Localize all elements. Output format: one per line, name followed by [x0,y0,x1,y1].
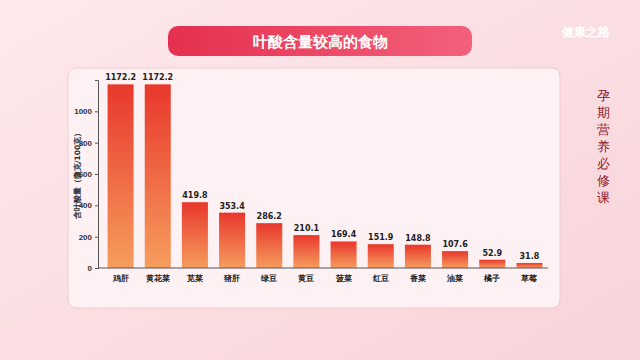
data-label: 1172.2 [105,73,136,82]
x-tick-label: 草莓 [520,274,537,283]
x-tick: 猪肝 [223,268,240,283]
x-tick: 香菜 [409,268,426,283]
x-tick-label: 红豆 [372,274,389,283]
bar [256,223,282,268]
data-label: 169.4 [331,230,357,239]
x-tick: 鸡肝 [112,268,129,283]
y-tick: 200 [79,233,98,242]
y-tick-label: 0 [88,264,93,273]
x-tick-label: 苋菜 [186,274,203,283]
x-tick-label: 鸡肝 [112,274,129,283]
x-tick: 菠菜 [335,268,352,283]
x-tick: 草莓 [520,268,537,283]
y-tick-mark [95,143,98,144]
x-tick: 苋菜 [186,268,203,283]
bar [219,213,245,268]
bar [368,244,394,268]
data-label: 151.9 [368,233,394,242]
x-tick: 黄花菜 [145,268,170,283]
data-label: 353.4 [219,202,245,211]
bar [405,245,431,268]
x-tick: 绿豆 [260,268,277,283]
y-tick-label: 200 [79,233,93,242]
data-label: 286.2 [257,212,282,221]
y-axis-line [95,81,99,269]
title: 叶酸含量较高的食物 [253,33,388,51]
bar [516,263,542,268]
background [0,0,640,360]
y-tick-mark [95,111,98,112]
data-label: 148.8 [405,234,431,243]
title-banner [168,26,472,56]
y-tick-mark [95,174,98,175]
x-tick-label: 绿豆 [260,274,277,283]
x-tick-label: 橘子 [483,274,500,283]
data-label: 210.1 [294,224,320,233]
panel [68,68,560,308]
data-label: 52.9 [482,249,502,258]
data-label: 419.8 [182,191,208,200]
y-tick: 1000 [74,107,98,116]
data-label: 107.6 [442,240,468,249]
x-tick-label: 菠菜 [335,274,352,283]
data-label: 31.8 [520,252,540,261]
y-tick-label: 1000 [74,107,92,116]
brand: 健康之路 [561,25,611,39]
x-axis: 鸡肝 黄花菜 苋菜 猪肝 绿豆 黄豆 菠菜 红豆 香菜 油菜 橘子 草莓 [98,268,548,283]
y-tick: 0 [88,264,98,273]
x-tick-label: 香菜 [409,274,426,283]
x-tick: 红豆 [372,268,389,283]
x-tick-label: 油菜 [446,274,463,283]
bar [182,202,208,268]
bar [293,235,319,268]
data-labels: 1172.2 1172.2 419.8 353.4 286.2 210.1 169.4 151… [105,73,540,261]
y-tick-mark [95,205,98,206]
y-tick-mark [95,237,98,238]
x-tick: 黄豆 [297,268,314,283]
bar [442,251,468,268]
x-tick-label: 猪肝 [223,274,240,283]
side-caption: 孕期营养必修课 [597,88,610,205]
x-axis-line [98,268,548,269]
bar [479,260,505,268]
x-tick: 橘子 [483,268,500,283]
bar [145,84,171,268]
y-axis-title: 含叶酸量（微克/100克） [73,129,82,220]
x-tick-label: 黄花菜 [145,274,170,283]
x-tick-label: 黄豆 [297,274,314,283]
bars [108,84,543,268]
y-tick-mark [95,268,98,269]
bar [331,241,357,268]
bar [108,84,134,268]
x-tick: 油菜 [446,268,463,283]
data-label: 1172.2 [142,73,173,82]
